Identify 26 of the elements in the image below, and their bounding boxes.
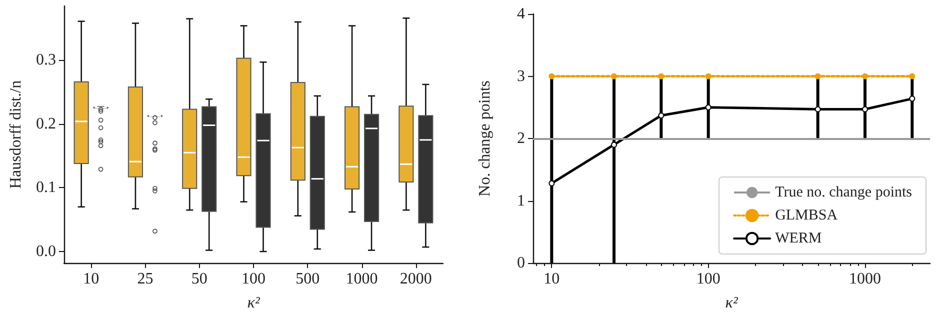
x-tick-label: 500 bbox=[296, 270, 320, 288]
y-tick-label: 2 bbox=[517, 130, 525, 147]
y-tick-label: 0.1 bbox=[36, 179, 56, 196]
y-tick-label: 0 bbox=[517, 254, 525, 272]
x-tick-label: 25 bbox=[137, 270, 154, 288]
y-tick-label: 0.3 bbox=[36, 52, 56, 69]
legend-label: GLMBSA bbox=[775, 208, 838, 224]
y-axis-title: No. change points bbox=[476, 80, 494, 196]
y-tick-label: 1 bbox=[517, 192, 525, 210]
legend-label: True no. change points bbox=[775, 184, 912, 200]
x-tick-label: 100 bbox=[696, 270, 720, 288]
y-tick-label: 0.2 bbox=[36, 115, 56, 132]
x-axis-title: κ² bbox=[247, 294, 261, 312]
x-tick-label: 1000 bbox=[848, 270, 881, 288]
y-tick-label: 3 bbox=[517, 68, 525, 85]
x-axis-title: κ² bbox=[725, 294, 739, 312]
x-tick-label: 2000 bbox=[400, 270, 432, 288]
x-tick-label: 10 bbox=[83, 270, 100, 288]
y-axis-title: Hausdorff dist./n bbox=[8, 80, 24, 189]
x-tick-label: 100 bbox=[242, 270, 266, 288]
x-tick-label: 50 bbox=[191, 270, 208, 288]
y-tick-label: 4 bbox=[517, 6, 525, 22]
x-tick-label: 1000 bbox=[346, 270, 378, 288]
y-tick-label: 0.0 bbox=[36, 243, 56, 260]
x-tick-label: 10 bbox=[544, 270, 560, 288]
legend-label: WERM bbox=[775, 230, 822, 246]
